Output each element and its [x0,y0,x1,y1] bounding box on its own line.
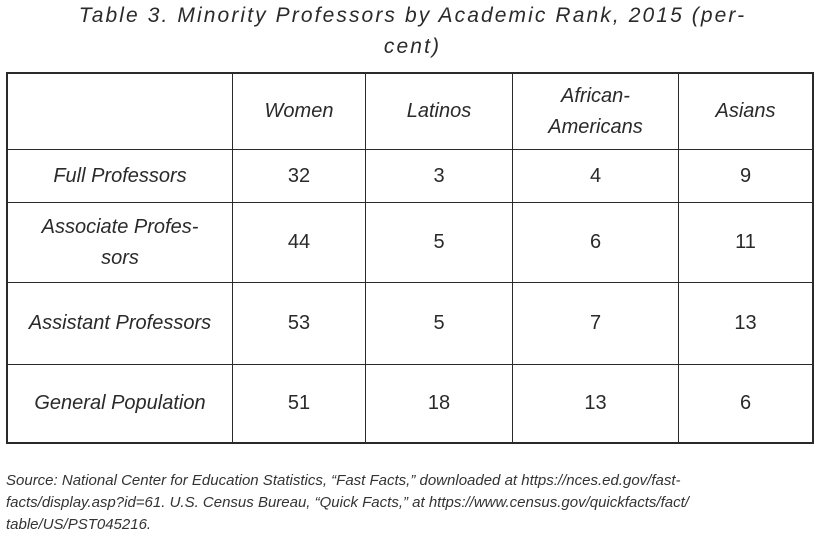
cell-full-professors-asians: 9 [679,150,812,203]
cell-assistant-professors-women: 53 [233,283,366,365]
source-note: Source: National Center for Education St… [6,470,818,536]
row-label-general-population: General Population [8,365,233,442]
cell-general-population-women: 51 [233,365,366,442]
header-african-americans-line-2: Americans [548,115,643,138]
cell-associate-professors-latinos: 5 [366,203,513,283]
cell-general-population-asians: 6 [739,392,752,414]
header-asians: Asians [679,74,812,150]
cell-general-population-latinos: 18 [366,365,513,442]
header-corner-cell [8,74,233,150]
header-latinos: Latinos [366,74,513,150]
cell-general-population-african-americans: 13 [513,365,679,442]
table-title-line-2: cent) [383,35,442,58]
cell-full-professors-african-americans: 4 [513,150,679,203]
row-label-assistant-professors: Assistant Professors [8,283,233,365]
data-table: Women Latinos African- Americans Asians … [6,72,814,444]
cell-full-professors-women: 32 [233,150,366,203]
cell-associate-professors-women: 44 [233,203,366,283]
cell-associate-professors-african-americans: 6 [513,203,679,283]
cell-assistant-professors-asians: 13 [679,283,812,365]
row-label-associate-professors: Associate Profes- sors [8,203,233,283]
header-african-americans-line-1: African- [561,84,630,107]
cell-full-professors-latinos: 3 [366,150,513,203]
source-note-line-2: facts/display.asp?id=61. U.S. Census Bur… [6,494,689,511]
table-title: Table 3. Minority Professors by Academic… [0,0,825,62]
cell-assistant-professors-latinos: 5 [366,283,513,365]
header-women: Women [233,74,366,150]
cell-assistant-professors-african-americans: 7 [513,283,679,365]
table-title-line-1: Table 3. Minority Professors by Academic… [78,4,747,27]
row-label-associate-professors-line-1: Associate Profes- [41,215,199,238]
row-label-full-professors: Full Professors [8,150,233,203]
source-note-line-1: Source: National Center for Education St… [6,472,681,489]
header-african-americans: African- Americans [513,74,679,150]
table-grid: Women Latinos African- Americans Asians … [8,74,812,442]
row-label-associate-professors-line-2: sors [101,246,139,269]
source-note-line-3: table/US/PST045216. [6,516,152,533]
cell-associate-professors-asians: 11 [679,203,812,283]
